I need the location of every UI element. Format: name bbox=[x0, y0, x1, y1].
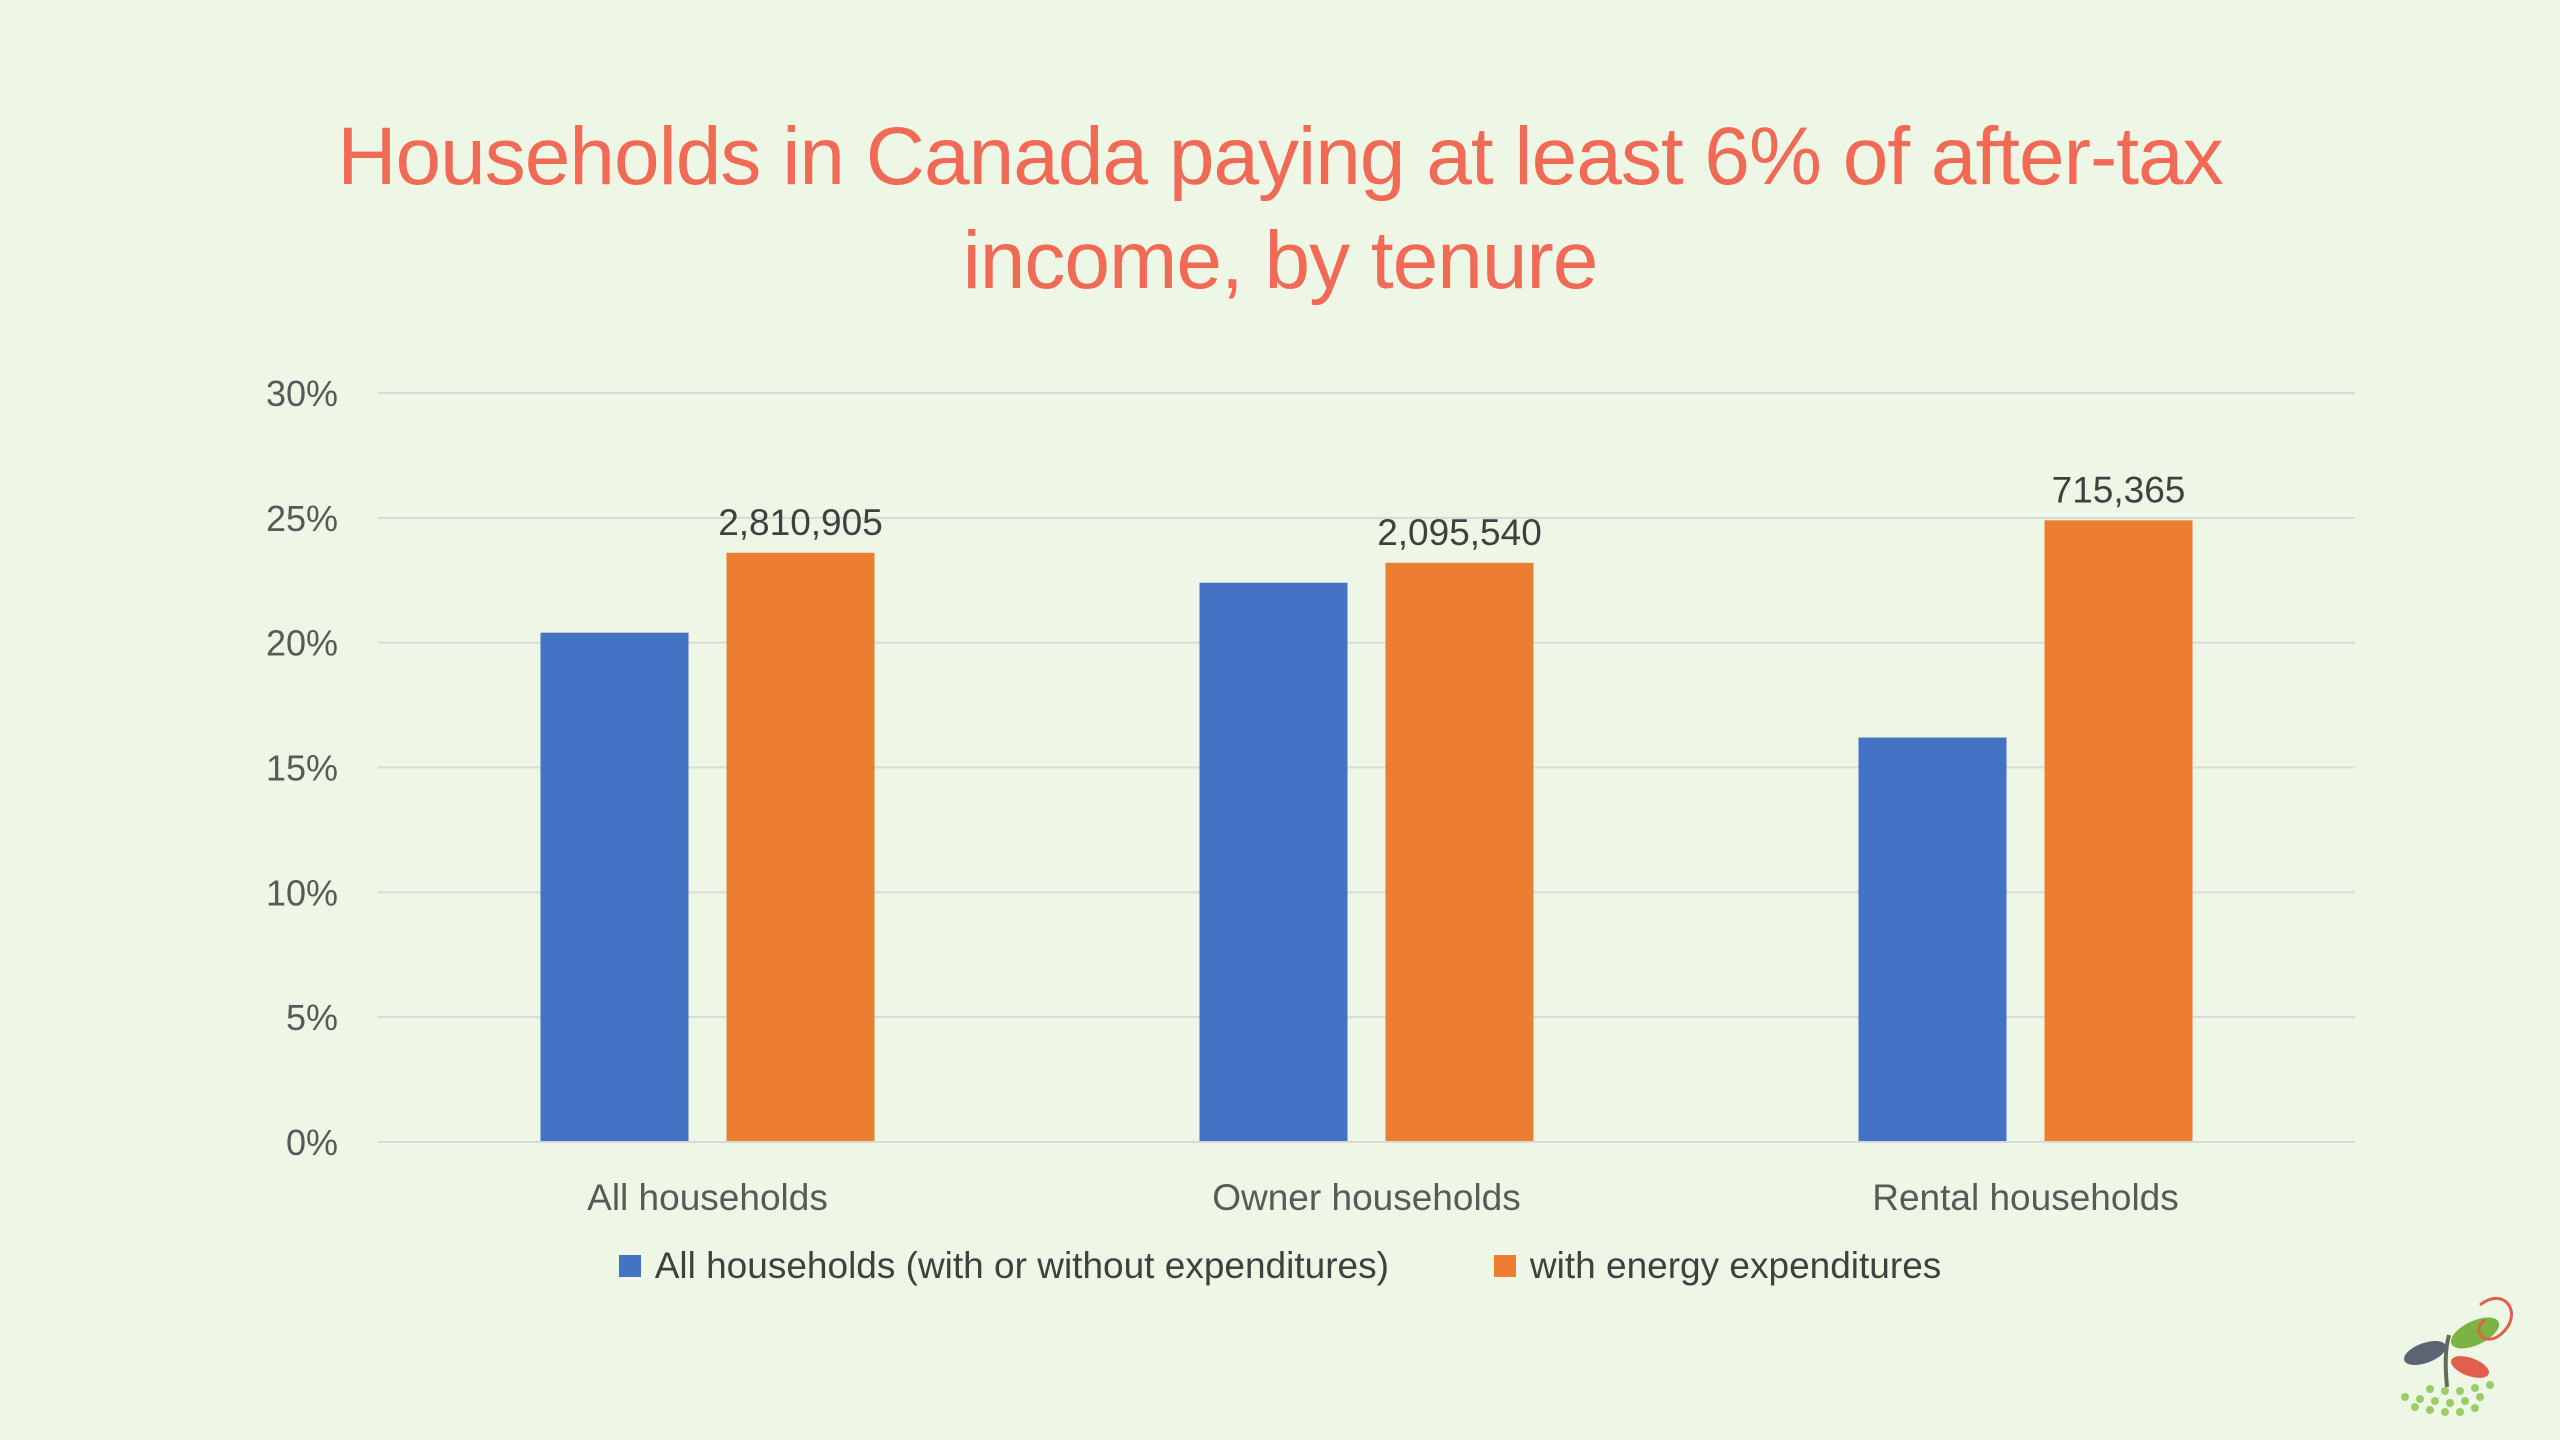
y-tick-label: 15% bbox=[266, 748, 338, 789]
y-tick-label: 20% bbox=[266, 623, 338, 664]
data-label: 715,365 bbox=[2052, 469, 2186, 510]
y-tick-label: 0% bbox=[286, 1122, 338, 1163]
bar-all-households bbox=[540, 632, 689, 1142]
legend-swatch-blue bbox=[618, 1255, 641, 1277]
legend-label-energy-expenditures: with energy expenditures bbox=[1529, 1245, 1942, 1286]
x-tick-label: Rental households bbox=[1872, 1177, 2179, 1218]
legend-item-all-households: All households (with or without expendit… bbox=[618, 1245, 1389, 1287]
x-tick-label: Owner households bbox=[1212, 1177, 1521, 1218]
legend-label-all-households: All households (with or without expendit… bbox=[654, 1245, 1389, 1286]
legend-swatch-orange bbox=[1493, 1255, 1516, 1277]
bar-energy-expenditures bbox=[1385, 562, 1534, 1142]
x-tick-label: All households bbox=[587, 1177, 828, 1218]
bar-energy-expenditures bbox=[726, 552, 875, 1142]
bar-all-households bbox=[1858, 737, 2007, 1142]
data-label: 2,810,905 bbox=[718, 502, 883, 543]
y-tick-label: 30% bbox=[266, 373, 338, 414]
chart-title-line-2: income, by tenure bbox=[962, 215, 1599, 306]
chart-title: Households in Canada paying at least 6% … bbox=[230, 105, 2330, 313]
organization-logo-icon bbox=[2401, 1297, 2513, 1416]
data-label: 2,095,540 bbox=[1377, 512, 1542, 553]
y-tick-label: 25% bbox=[266, 498, 338, 539]
legend-item-energy-expenditures: with energy expenditures bbox=[1493, 1245, 1942, 1287]
chart-title-line-1: Households in Canada paying at least 6% … bbox=[337, 111, 2223, 202]
bar-energy-expenditures bbox=[2044, 520, 2193, 1142]
chart-legend: All households (with or without expendit… bbox=[0, 1245, 2560, 1287]
y-tick-label: 5% bbox=[286, 997, 338, 1038]
y-tick-label: 10% bbox=[266, 872, 338, 913]
bar-all-households bbox=[1199, 582, 1348, 1142]
